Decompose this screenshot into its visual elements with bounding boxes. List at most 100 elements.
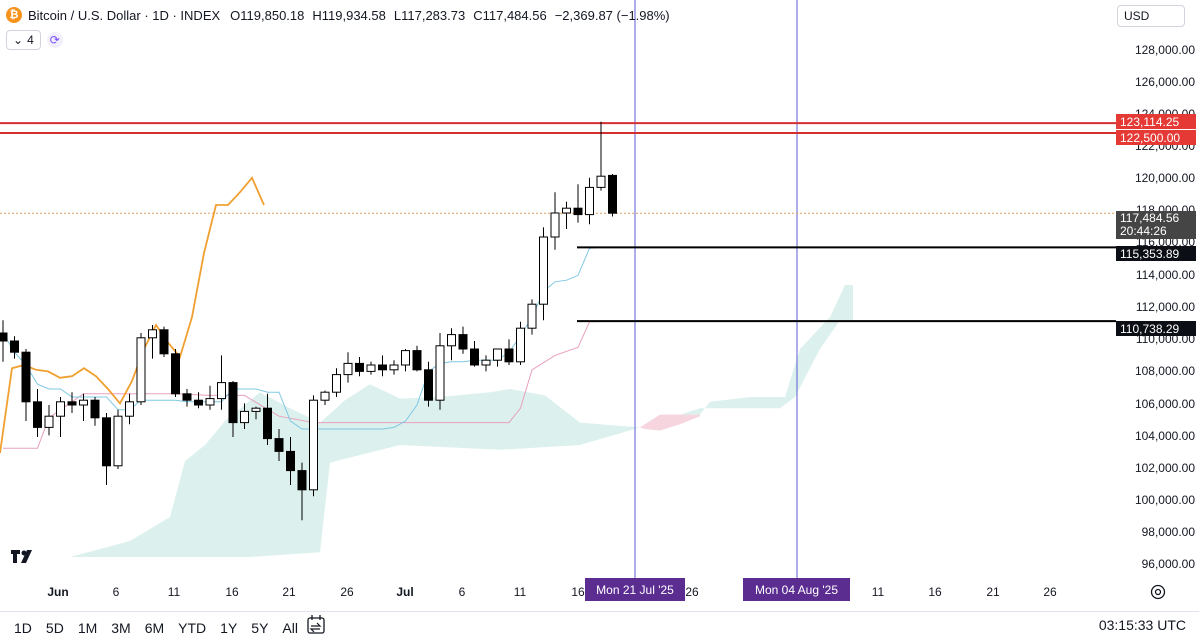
candle-body xyxy=(274,438,284,452)
candle-body xyxy=(343,362,353,376)
date-tick-label: 26 xyxy=(340,585,354,599)
candle-body xyxy=(125,401,134,417)
candle-body xyxy=(516,327,525,363)
bar-countdown: 20:44:26 xyxy=(1120,224,1167,238)
date-tick-label: 11 xyxy=(871,585,885,599)
range-button-1y[interactable]: 1Y xyxy=(220,620,238,636)
symbol-title[interactable]: Bitcoin / U.S. Dollar · 1D · INDEX xyxy=(28,7,221,23)
candle-body xyxy=(424,369,433,401)
price-tick-label: 112,000.00 xyxy=(1135,300,1195,314)
price-tick-label: 114,000.00 xyxy=(1135,268,1195,282)
candle-body xyxy=(320,391,330,401)
range-button-1m[interactable]: 1M xyxy=(77,620,98,636)
range-button-5d[interactable]: 5D xyxy=(45,620,64,636)
currency-select[interactable]: USD xyxy=(1117,5,1185,27)
price-tick-label: 106,000.00 xyxy=(1134,397,1195,411)
range-button-5y[interactable]: 5Y xyxy=(251,620,269,636)
indicator-count: 4 xyxy=(27,33,34,47)
candle-body xyxy=(182,393,192,401)
candle-body xyxy=(389,364,399,371)
price-tick-label: 96,000.00 xyxy=(1141,557,1195,571)
candle-body xyxy=(79,399,88,406)
candle-body xyxy=(286,450,295,472)
settings-gear-icon[interactable] xyxy=(1149,583,1167,601)
candle-body xyxy=(401,350,410,366)
tradingview-logo-icon[interactable] xyxy=(10,548,42,564)
price-tag-red-bottom: 122,500.00 xyxy=(1116,130,1196,145)
candle-body xyxy=(412,350,422,371)
range-buttons: 1D 5D 1M 3M 6M YTD 1Y 5Y All xyxy=(0,620,298,636)
candle-body xyxy=(585,186,594,216)
candle-body xyxy=(205,398,215,406)
candle-body xyxy=(435,345,445,401)
last-price-value: 117,484.56 xyxy=(1120,211,1180,225)
price-tick-label: 98,000.00 xyxy=(1141,525,1195,539)
close-value: C117,484.56 xyxy=(473,7,547,23)
candle-body xyxy=(332,374,341,393)
date-tick-label: 6 xyxy=(458,585,466,599)
candle-body xyxy=(504,348,514,363)
candle-body xyxy=(447,334,456,347)
chevron-down-icon: ⌄ xyxy=(13,33,24,47)
range-button-all[interactable]: All xyxy=(282,620,298,636)
candle-body xyxy=(148,329,157,339)
candle-body xyxy=(67,401,77,406)
date-tick-label: 16 xyxy=(928,585,942,599)
range-button-3m[interactable]: 3M xyxy=(111,620,131,636)
candle-body xyxy=(90,399,100,419)
price-tag-black-bottom: 110,738.29 xyxy=(1116,321,1196,336)
candle-body xyxy=(171,353,180,395)
candle-body xyxy=(44,415,54,428)
date-tick-label: 21 xyxy=(282,585,296,599)
date-tick-label: 16 xyxy=(225,585,239,599)
candle-body xyxy=(10,340,19,353)
date-tick-label: 26 xyxy=(1043,585,1057,599)
high-value: H119,934.58 xyxy=(312,7,386,23)
candle-body xyxy=(562,207,571,214)
candle-body xyxy=(217,382,226,400)
candle-body xyxy=(0,332,8,342)
price-tick-label: 120,000.00 xyxy=(1134,171,1195,185)
ichimoku-cloud-bearish xyxy=(640,414,700,431)
candle-body xyxy=(136,337,146,403)
date-tick-label: 16 xyxy=(571,585,585,599)
indicators-toggle-button[interactable]: ⌄ 4 xyxy=(6,30,41,50)
candle-body xyxy=(596,175,606,188)
range-button-ytd[interactable]: YTD xyxy=(178,620,207,636)
candle-body xyxy=(573,207,583,216)
candle-body xyxy=(56,401,65,417)
date-range-calendar-icon[interactable] xyxy=(306,614,326,636)
candle-body xyxy=(493,348,502,361)
date-tick-label: 6 xyxy=(112,585,120,599)
candle-body xyxy=(470,348,479,366)
candle-body xyxy=(355,362,364,372)
candle-body xyxy=(228,382,238,424)
candle-body xyxy=(539,236,548,305)
date-tick-label: Jul xyxy=(396,585,414,599)
candle-body xyxy=(527,303,537,329)
low-value: L117,283.73 xyxy=(393,7,466,23)
candle-body xyxy=(458,334,468,350)
candle-body xyxy=(21,351,31,403)
price-tick-label: 108,000.00 xyxy=(1134,364,1195,378)
range-button-1d[interactable]: 1D xyxy=(14,620,32,636)
candle-body xyxy=(263,407,272,440)
candle-body xyxy=(159,329,169,355)
refresh-icon[interactable]: ⟳ xyxy=(46,32,63,48)
candle-body xyxy=(102,417,111,467)
symbol-header: ₿ Bitcoin / U.S. Dollar · 1D · INDEX O11… xyxy=(6,5,670,25)
price-tick-label: 104,000.00 xyxy=(1134,429,1195,443)
utc-clock[interactable]: 03:15:33 UTC xyxy=(1098,617,1186,633)
date-tag-jul-21: Mon 21 Jul '25 xyxy=(585,578,685,601)
date-tick-label: 21 xyxy=(986,585,1000,599)
price-tick-label: 126,000.00 xyxy=(1134,75,1195,89)
change-value: −2,369.87 (−1.98%) xyxy=(554,7,670,23)
date-tick-label: 11 xyxy=(513,585,527,599)
candle-body xyxy=(608,174,617,214)
price-tag-red-top: 123,114.25 xyxy=(1116,114,1196,129)
indicator-controls: ⌄ 4 ⟳ xyxy=(6,30,63,50)
date-tick-label: Jun xyxy=(47,585,69,599)
price-tick-label: 128,000.00 xyxy=(1134,43,1195,57)
range-button-6m[interactable]: 6M xyxy=(144,620,165,636)
